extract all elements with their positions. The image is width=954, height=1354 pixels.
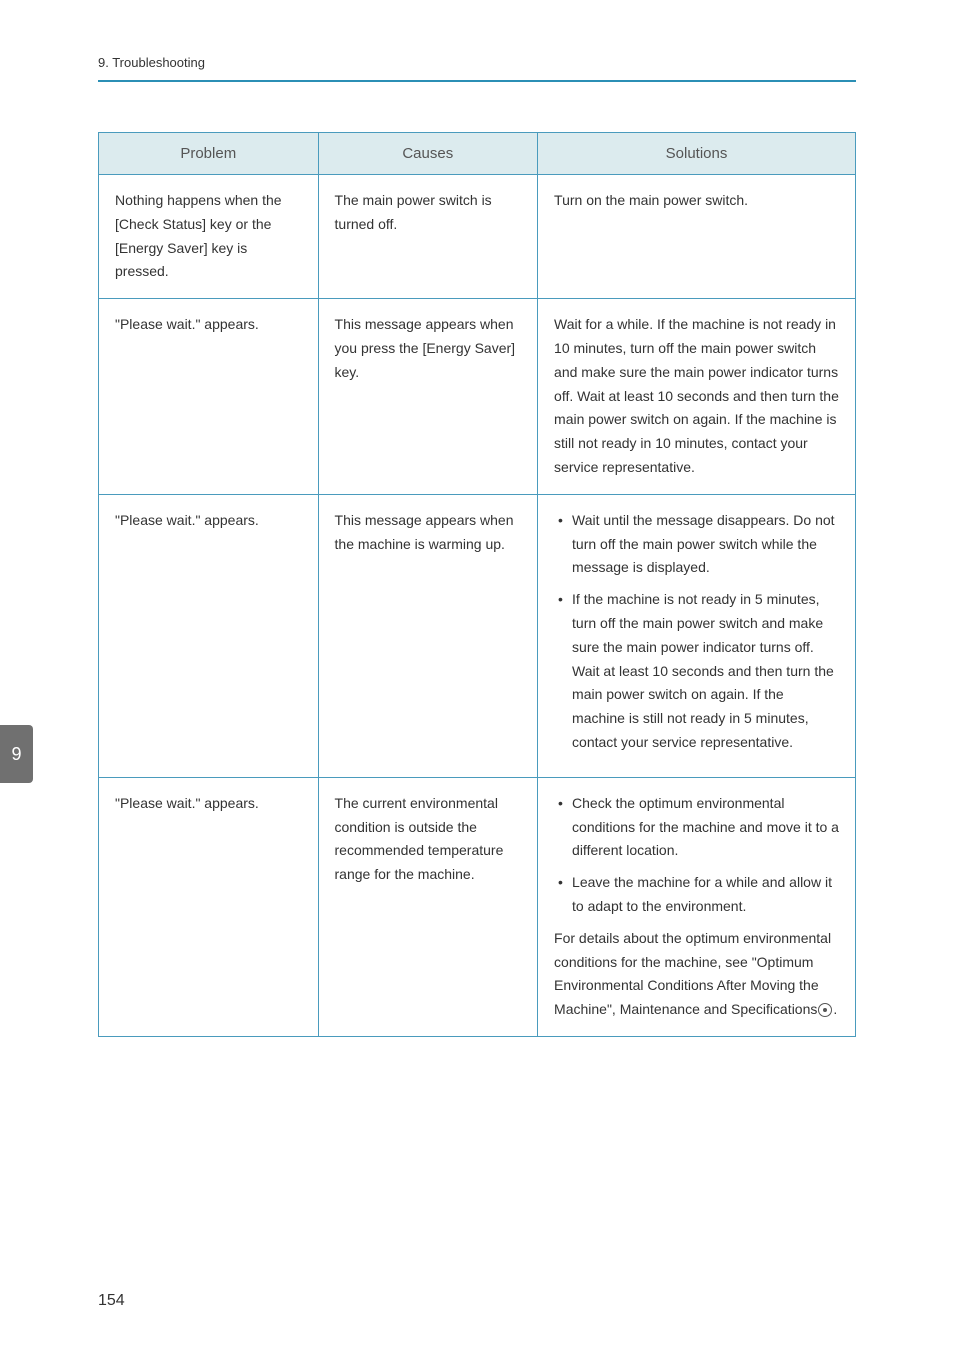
- list-item: Wait until the message disappears. Do no…: [554, 509, 839, 580]
- troubleshooting-table: Problem Causes Solutions Nothing happens…: [98, 132, 856, 1037]
- cell-solutions: Turn on the main power switch.: [538, 175, 856, 299]
- cell-problem: "Please wait." appears.: [99, 494, 319, 777]
- cell-causes: This message appears when you press the …: [318, 299, 538, 495]
- list-item: Check the optimum environmental conditio…: [554, 792, 839, 863]
- col-header-causes: Causes: [318, 133, 538, 175]
- solutions-list: Wait until the message disappears. Do no…: [554, 509, 839, 755]
- cell-causes: This message appears when the machine is…: [318, 494, 538, 777]
- cell-problem: "Please wait." appears.: [99, 299, 319, 495]
- breadcrumb: 9. Troubleshooting: [0, 0, 954, 80]
- list-item: If the machine is not ready in 5 minutes…: [554, 588, 839, 755]
- cell-solutions: Wait for a while. If the machine is not …: [538, 299, 856, 495]
- table-row: Nothing happens when the [Check Status] …: [99, 175, 856, 299]
- page-number: 154: [98, 1292, 125, 1310]
- col-header-solutions: Solutions: [538, 133, 856, 175]
- cell-causes: The main power switch is turned off.: [318, 175, 538, 299]
- cell-solutions: Check the optimum environmental conditio…: [538, 777, 856, 1036]
- cell-problem: Nothing happens when the [Check Status] …: [99, 175, 319, 299]
- main-content: Problem Causes Solutions Nothing happens…: [0, 82, 954, 1037]
- solutions-footer-pre: For details about the optimum environmen…: [554, 930, 831, 1017]
- solutions-list: Check the optimum environmental conditio…: [554, 792, 839, 919]
- cd-icon: [818, 1003, 832, 1017]
- col-header-problem: Problem: [99, 133, 319, 175]
- cell-causes: The current environmental condition is o…: [318, 777, 538, 1036]
- cell-solutions: Wait until the message disappears. Do no…: [538, 494, 856, 777]
- chapter-tab: 9: [0, 725, 33, 783]
- cell-problem: "Please wait." appears.: [99, 777, 319, 1036]
- solutions-footer-post: .: [833, 1001, 837, 1017]
- table-row: "Please wait." appears. The current envi…: [99, 777, 856, 1036]
- list-item: Leave the machine for a while and allow …: [554, 871, 839, 919]
- table-row: "Please wait." appears. This message app…: [99, 299, 856, 495]
- solutions-footer: For details about the optimum environmen…: [554, 927, 839, 1022]
- table-row: "Please wait." appears. This message app…: [99, 494, 856, 777]
- table-header-row: Problem Causes Solutions: [99, 133, 856, 175]
